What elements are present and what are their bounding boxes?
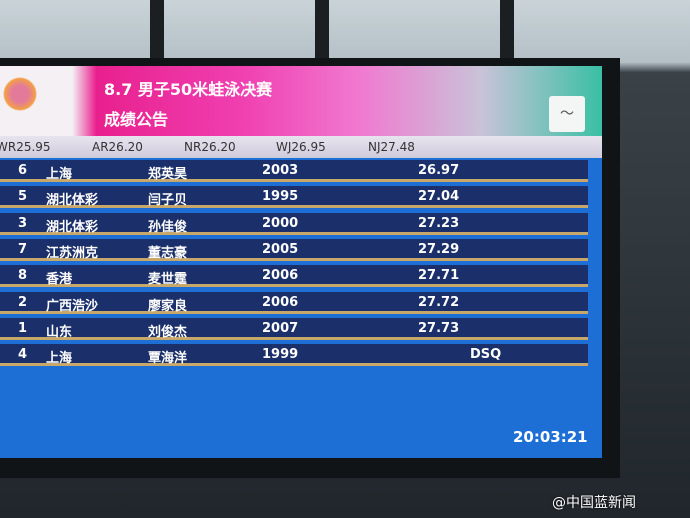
record-nr: NR26.20: [184, 140, 236, 154]
result-row: 5 湖北体彩 闫子贝 1995 27.04: [0, 186, 588, 209]
window-pillar: [315, 0, 329, 70]
window-pillar: [150, 0, 164, 70]
result-lane: 7: [18, 241, 28, 257]
result-time: 27.29: [418, 241, 460, 257]
result-year: 1995: [262, 189, 299, 205]
result-time: 27.04: [418, 189, 460, 205]
scoreboard-screen: 8.7 男子50米蛙泳决赛 成绩公告 〜 WR25.95 AR26.20 NR2…: [0, 66, 602, 458]
result-name: 覃海洋: [148, 351, 188, 367]
swimming-icon: 〜: [549, 96, 585, 132]
result-team: 上海: [46, 351, 73, 367]
result-row: 1 山东 刘俊杰 2007 27.73: [0, 317, 588, 340]
result-team: 湖北体彩: [46, 193, 99, 209]
result-name: 郑英昊: [148, 167, 188, 182]
header-banner: 8.7 男子50米蛙泳决赛 成绩公告 〜: [0, 66, 602, 136]
result-row: 6 上海 郑英昊 2003 26.97: [0, 160, 588, 182]
result-name: 闫子贝: [148, 193, 188, 209]
result-time: 27.72: [418, 294, 460, 310]
result-name: 廖家良: [148, 298, 188, 314]
result-time: 27.71: [418, 268, 460, 284]
record-wj: WJ26.95: [276, 140, 326, 154]
result-year: 2003: [262, 163, 299, 178]
result-lane: 2: [18, 294, 28, 310]
result-row: 7 江苏洲克 董志豪 2005 27.29: [0, 238, 588, 261]
result-row: 8 香港 麦世霆 2006 27.71: [0, 265, 588, 288]
result-time: 26.97: [418, 163, 460, 178]
result-time: DSQ: [470, 347, 502, 363]
result-lane: 8: [18, 268, 28, 284]
games-logo: [0, 74, 40, 114]
clock: 20:03:21: [513, 428, 588, 446]
result-year: 2006: [262, 294, 299, 310]
result-year: 2000: [262, 215, 299, 231]
event-title: 8.7 男子50米蛙泳决赛: [104, 80, 273, 99]
result-name: 刘俊杰: [148, 324, 188, 340]
result-team: 山东: [46, 324, 73, 340]
result-team: 湖北体彩: [46, 219, 99, 235]
event-subtitle: 成绩公告: [104, 110, 169, 129]
result-name: 孙佳俊: [148, 219, 188, 235]
records-bar: WR25.95 AR26.20 NR26.20 WJ26.95 NJ27.48: [0, 136, 602, 158]
result-lane: 6: [18, 163, 28, 178]
result-row: 3 湖北体彩 孙佳俊 2000 27.23: [0, 212, 588, 235]
result-time: 27.73: [418, 320, 460, 336]
result-team: 香港: [46, 272, 73, 288]
result-lane: 4: [18, 347, 28, 363]
record-wr: WR25.95: [0, 140, 51, 154]
result-team: 广西浩沙: [46, 298, 99, 314]
result-year: 2006: [262, 268, 299, 284]
result-team: 上海: [46, 167, 73, 182]
result-lane: 1: [18, 320, 28, 336]
watermark: @中国蓝新闻: [552, 495, 636, 511]
record-ar: AR26.20: [92, 140, 143, 154]
result-row: 2 广西浩沙 廖家良 2006 27.72: [0, 291, 588, 314]
result-lane: 3: [18, 215, 28, 231]
result-year: 1999: [262, 347, 299, 363]
window-pillar: [500, 0, 514, 70]
record-nj: NJ27.48: [368, 140, 415, 154]
result-year: 2005: [262, 241, 299, 257]
result-team: 江苏洲克: [46, 245, 99, 261]
result-name: 麦世霆: [148, 272, 188, 288]
result-name: 董志豪: [148, 245, 188, 261]
result-time: 27.23: [418, 215, 460, 231]
result-lane: 5: [18, 189, 28, 205]
result-row: 4 上海 覃海洋 1999 DSQ: [0, 344, 588, 367]
result-year: 2007: [262, 320, 299, 336]
